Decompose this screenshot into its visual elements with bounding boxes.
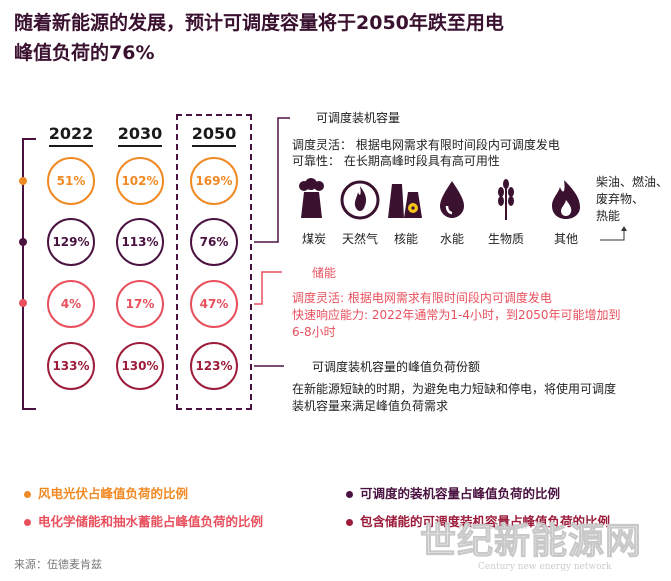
coal-label: 煤炭 [301, 232, 326, 246]
storage-response-text: 快速响应能力: 2022年通常为1-4小时，到2050年可能增加到 [292, 308, 621, 322]
value-circle-dispatchable-with-storage-2050: 123% [190, 342, 238, 390]
legend-dispatchable: 可调度的装机容量占峰值负荷的比例 [346, 483, 560, 502]
legend-dot [346, 519, 353, 526]
legend-dot [24, 491, 31, 498]
dispatchable-reliability-text: 可靠性： 在长期高峰时段具有高可用性 [292, 154, 500, 168]
other-note-line-2: 废弃物、 [596, 192, 645, 206]
rail-dot-wind-solar [19, 177, 27, 185]
title-line-2: 峰值负荷的76% [14, 42, 155, 64]
storage-flexibility-text: 调度灵活: 根据电网需求有限时间段内可调度发电 [292, 291, 552, 305]
value-circle-wind-solar-2022: 51% [47, 157, 95, 205]
year-header-2050: 2050 [191, 124, 237, 143]
watermark-logo: 世纪新能源网 [419, 520, 643, 563]
value-circle-storage-2050: 47% [190, 280, 238, 328]
year-underline [118, 145, 162, 147]
value-circle-wind-solar-2030: 102% [116, 157, 164, 205]
value-circle-wind-solar-2050: 169% [190, 157, 238, 205]
value-circle-dispatchable-with-storage-2022: 133% [47, 342, 95, 390]
value-circle-dispatchable-2050: 76% [190, 218, 238, 266]
legend-wind-solar: 风电光伏占峰值负荷的比例 [24, 483, 188, 502]
other-note-line-1: 柴油、燃油、 [596, 175, 669, 189]
water-drop-icon [440, 181, 464, 218]
value-circle-storage-2030: 17% [116, 280, 164, 328]
legend-label: 风电光伏占峰值负荷的比例 [38, 486, 189, 501]
legend-dispatchable-with-storage: 包含储能的可调度装机容量占峰值负荷的比例 [346, 511, 610, 530]
rail-dot-dispatchable [19, 238, 27, 246]
peak-share-section-title: 可调度装机容量的峰值负荷份额 [312, 360, 481, 374]
biomass-wheat-icon [498, 179, 514, 220]
value-circle-dispatchable-2030: 113% [116, 218, 164, 266]
rail-bottom-tick [22, 408, 36, 410]
legend-label: 电化学储能和抽水蓄能占峰值负荷的比例 [38, 514, 264, 529]
legend-storage: 电化学储能和抽水蓄能占峰值负荷的比例 [24, 511, 263, 530]
value-circle-storage-2022: 4% [47, 280, 95, 328]
year-header-2030: 2030 [117, 124, 163, 143]
gas-label: 天然气 [341, 232, 378, 246]
legend-dot [346, 491, 353, 498]
rail-dot-storage [19, 299, 27, 307]
dispatchable-flexibility-text: 调度灵活： 根据电网需求有限时间段内可调度发电 [292, 138, 560, 152]
year-underline [192, 145, 236, 147]
year-underline [49, 145, 93, 147]
fire-icon [552, 180, 580, 219]
nuclear-label: 核能 [393, 232, 418, 246]
watermark-subtitle: Century new energy network [478, 562, 612, 572]
rail-top-tick [22, 138, 36, 140]
coal-plant-icon [299, 178, 324, 218]
legend-dot [24, 519, 31, 526]
peak-share-text-2: 装机容量来满足峰值负荷需求 [292, 399, 449, 413]
title-line-1: 随着新能源的发展，预计可调度容量将于2050年跌至用电 [14, 12, 504, 34]
source-note: 来源：伍德麦肯兹 [14, 558, 102, 571]
peak-share-text-1: 在新能源短缺的时期，为避免电力短缺和停电，将使用可调度 [292, 382, 617, 396]
storage-section-title: 储能 [312, 266, 337, 280]
other-note-line-3: 热能 [596, 209, 621, 223]
nuclear-plant-icon [388, 184, 422, 218]
legend-label: 可调度的装机容量占峰值负荷的比例 [360, 486, 561, 501]
legend-label: 包含储能的可调度装机容量占峰值负荷的比例 [360, 514, 611, 529]
biomass-label: 生物质 [487, 232, 524, 246]
value-circle-dispatchable-with-storage-2030: 130% [116, 342, 164, 390]
other-label: 其他 [553, 232, 578, 246]
value-circle-dispatchable-2022: 129% [47, 218, 95, 266]
gas-flame-icon [340, 180, 380, 220]
page-title: 随着新能源的发展，预计可调度容量将于2050年跌至用电 峰值负荷的76% [14, 8, 664, 68]
year-2050-highlight-box [176, 114, 252, 410]
dispatchable-section-title: 可调度装机容量 [316, 111, 401, 125]
left-rail [22, 138, 24, 410]
hydro-label: 水能 [439, 232, 464, 246]
year-header-2022: 2022 [48, 124, 94, 143]
storage-response-text-cont: 6-8小时 [292, 325, 336, 339]
watermark-url: www.ne21.com [458, 522, 527, 532]
